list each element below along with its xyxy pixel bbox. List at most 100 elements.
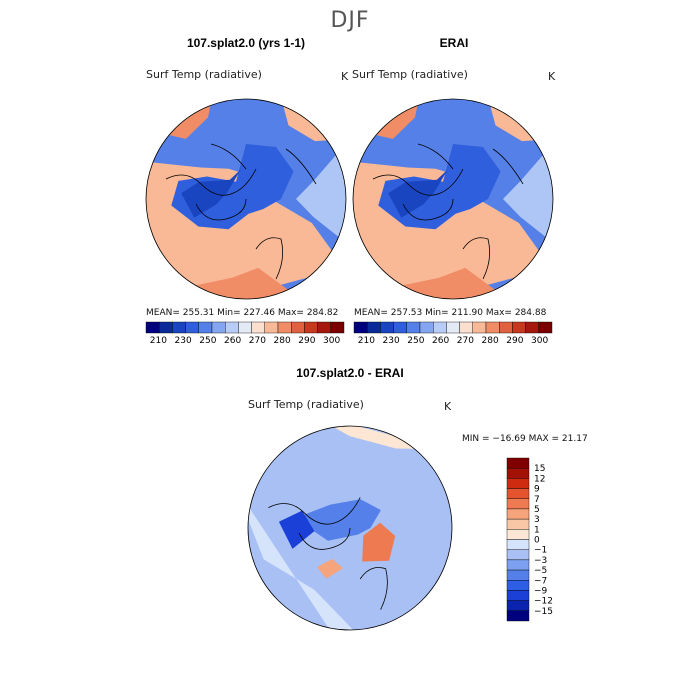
colorbar-tick-label: 270 (457, 336, 474, 346)
polar-map-diff (247, 425, 453, 631)
colorbar-swatch (367, 321, 381, 334)
coastline (462, 237, 491, 280)
colorbar-swatch (158, 321, 173, 334)
colorbar-tick-label: −5 (534, 566, 547, 576)
coastline (298, 527, 351, 550)
colorbar-swatch (330, 321, 345, 334)
colorbar-tick-label: 1 (534, 525, 540, 535)
coastline (372, 168, 464, 196)
colorbar-swatch (304, 321, 318, 334)
colorbar-swatch (506, 529, 530, 540)
colorbar-tick-label: −3 (534, 556, 547, 566)
colorbar-tick-label: 0 (534, 536, 540, 546)
colorbar-swatch (512, 321, 526, 334)
colorbar-tick-label: 12 (534, 474, 545, 484)
colorbar-tick-label: 290 (298, 336, 315, 346)
panel-3-title: 107.splat2.0 - ERAI (296, 366, 404, 380)
coastline (492, 148, 524, 185)
near-zero-region (248, 486, 372, 630)
panel-3-variable: Surf Temp (radiative) (248, 398, 364, 411)
colorbar-swatch (538, 321, 553, 334)
colorbar-tick-label: 280 (482, 336, 499, 346)
colorbar-swatch (506, 488, 530, 499)
coldest-region (388, 169, 448, 218)
colorbar-swatch (446, 321, 460, 334)
colorbar-tick-label: 230 (383, 336, 400, 346)
warm-region-south (375, 267, 513, 299)
colorbar-swatch (506, 610, 530, 622)
colorbar-swatch (198, 321, 213, 334)
coldest-region (181, 169, 241, 218)
colorbar-2: 210 230 250 260 270 280 290 300 (353, 321, 553, 346)
coastline (285, 148, 317, 185)
colorbar-swatch (224, 321, 239, 334)
colorbar-swatch (459, 321, 474, 334)
polar-map-1 (145, 98, 347, 300)
colorbar-tick-label: −1 (534, 546, 547, 556)
coastline (255, 237, 284, 280)
colorbar-tick-label: 260 (224, 336, 241, 346)
colorbar-tick-label: 260 (432, 336, 449, 346)
colorbar-swatch (506, 478, 530, 489)
panel-1-units: K (341, 70, 349, 83)
panel-2-title: ERAI (439, 36, 469, 50)
colorbar-swatch (172, 321, 186, 334)
panel-2-units: K (548, 70, 556, 83)
colorbar-swatch (277, 321, 292, 334)
colorbar-swatch (525, 321, 539, 334)
panel-2-variable: Surf Temp (radiative) (352, 68, 468, 81)
colorbar-swatch (317, 321, 332, 334)
colorbar-swatch (506, 498, 530, 510)
season-title: DJF (330, 8, 370, 33)
colorbar-swatch (506, 539, 530, 550)
colorbar-swatch (472, 321, 487, 334)
map-border (247, 425, 453, 631)
colorbar-tick-label: 290 (506, 336, 523, 346)
coastline (195, 198, 247, 221)
colorbar-1: 210 230 250 260 270 280 290 300 (145, 321, 345, 346)
polar-map-2 (352, 98, 554, 300)
colorbar-swatch (499, 321, 513, 334)
colorbar-swatch (433, 321, 447, 334)
colorbar-tick-label: −9 (534, 586, 548, 596)
colorbar-tick-label: 210 (150, 336, 167, 346)
colorbar-tick-label: −7 (534, 576, 547, 586)
panel-1-variable: Surf Temp (radiative) (146, 68, 262, 81)
colorbar-tick-label: 5 (534, 505, 540, 515)
colorbar-swatch (506, 580, 530, 591)
colorbar-swatch (353, 321, 368, 334)
colorbar-swatch (211, 321, 226, 334)
coastline (359, 567, 388, 610)
coastline (417, 143, 454, 170)
map-border (352, 98, 554, 300)
colorbar-swatch (406, 321, 421, 334)
colorbar-tick-label: 230 (175, 336, 192, 346)
colorbar-swatch (291, 321, 305, 334)
colorbar-tick-label: −15 (534, 607, 553, 617)
warm-region-south (168, 267, 306, 299)
colorbar-tick-label: 15 (534, 464, 545, 474)
warm-bias-region (362, 522, 396, 562)
colorbar-swatch (506, 508, 530, 520)
cold-bias-region (294, 499, 381, 541)
panel-3-units: K (444, 400, 452, 413)
colorbar-tick-label: 3 (534, 515, 540, 525)
colorbar-tick-label: 280 (274, 336, 291, 346)
colorbar-swatch (393, 321, 408, 334)
map-border (145, 98, 347, 300)
colorbar-swatch (251, 321, 266, 334)
strong-cold-bias (278, 510, 315, 549)
colorbar-swatch (506, 518, 530, 530)
colorbar-swatch (506, 600, 530, 612)
colorbar-swatch (485, 321, 500, 334)
colorbar-swatch (506, 559, 530, 571)
colorbar-tick-label: −12 (534, 597, 553, 607)
colorbar-swatch (380, 321, 394, 334)
colorbar-swatch (506, 457, 530, 469)
colorbar-tick-label: 210 (358, 336, 375, 346)
colorbar-swatch (145, 321, 160, 334)
transition-band (503, 139, 553, 250)
panel-3-stats: MIN = −16.69 MAX = 21.17 (462, 434, 588, 444)
warm-bias-region (317, 558, 343, 579)
